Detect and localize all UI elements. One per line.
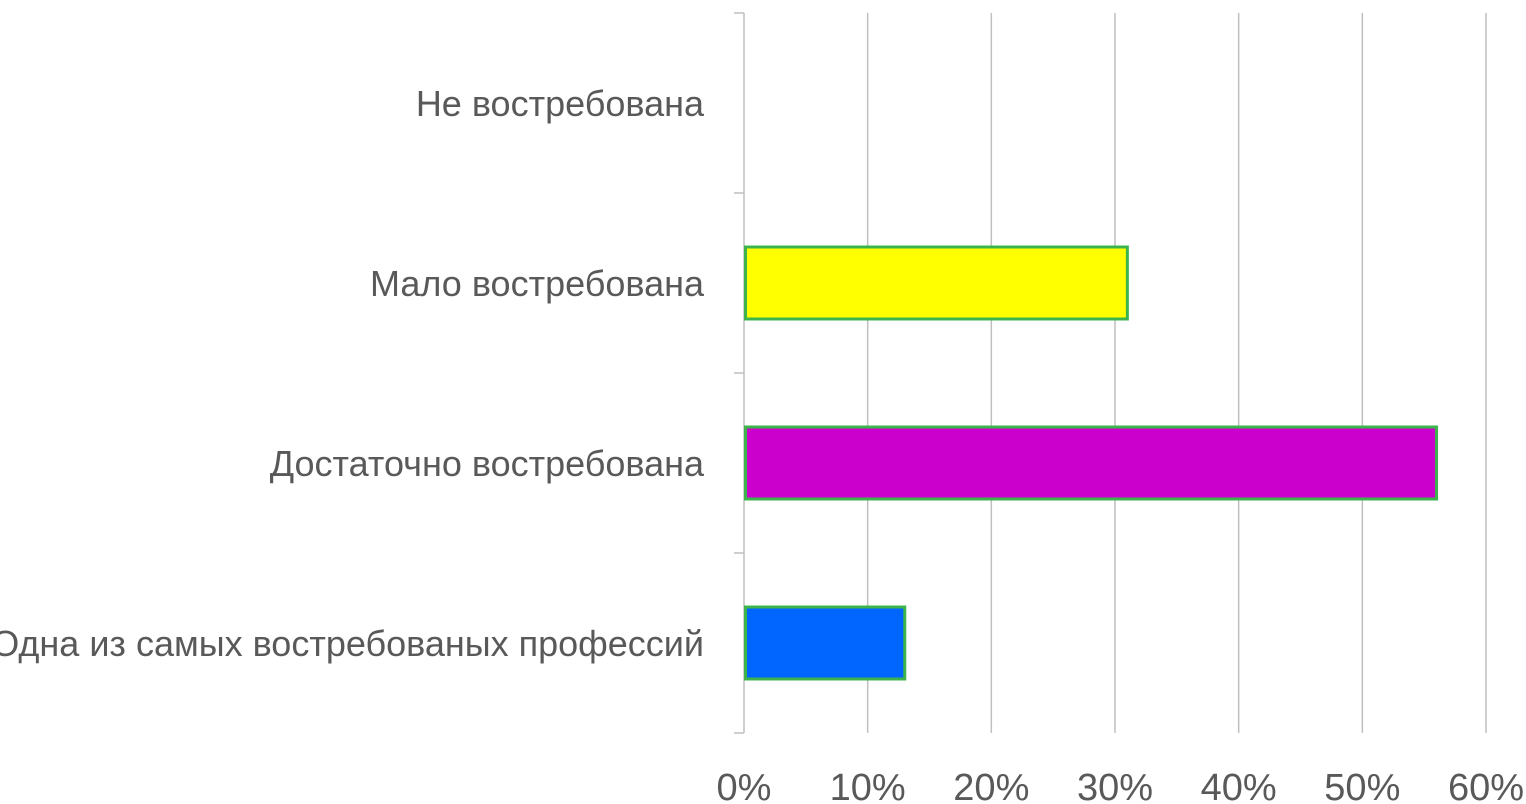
bar-2 xyxy=(744,245,1129,321)
category-label-2: Мало востребована xyxy=(370,263,705,304)
bar-3 xyxy=(744,425,1439,501)
category-label-3: Достаточно востребована xyxy=(270,443,705,484)
x-tick-label-0: 0% xyxy=(717,767,772,804)
x-tick-labels: 0% 10% 20% 30% 40% 50% 60% xyxy=(717,767,1524,804)
category-label-1: Не востребована xyxy=(416,83,705,124)
x-tick-label-10: 10% xyxy=(830,767,906,804)
x-tick-label-60: 60% xyxy=(1448,767,1524,804)
category-label-4: Одна из самых востребованых профессий xyxy=(0,623,704,664)
category-labels: Не востребована Мало востребована Достаточ… xyxy=(0,83,705,664)
x-tick-label-20: 20% xyxy=(953,767,1029,804)
bar-4 xyxy=(744,605,907,681)
category-axis xyxy=(734,12,745,734)
x-tick-label-50: 50% xyxy=(1324,767,1400,804)
x-tick-label-30: 30% xyxy=(1077,767,1153,804)
x-tick-label-40: 40% xyxy=(1201,767,1277,804)
gridlines xyxy=(866,13,1487,733)
bars xyxy=(744,245,1439,681)
